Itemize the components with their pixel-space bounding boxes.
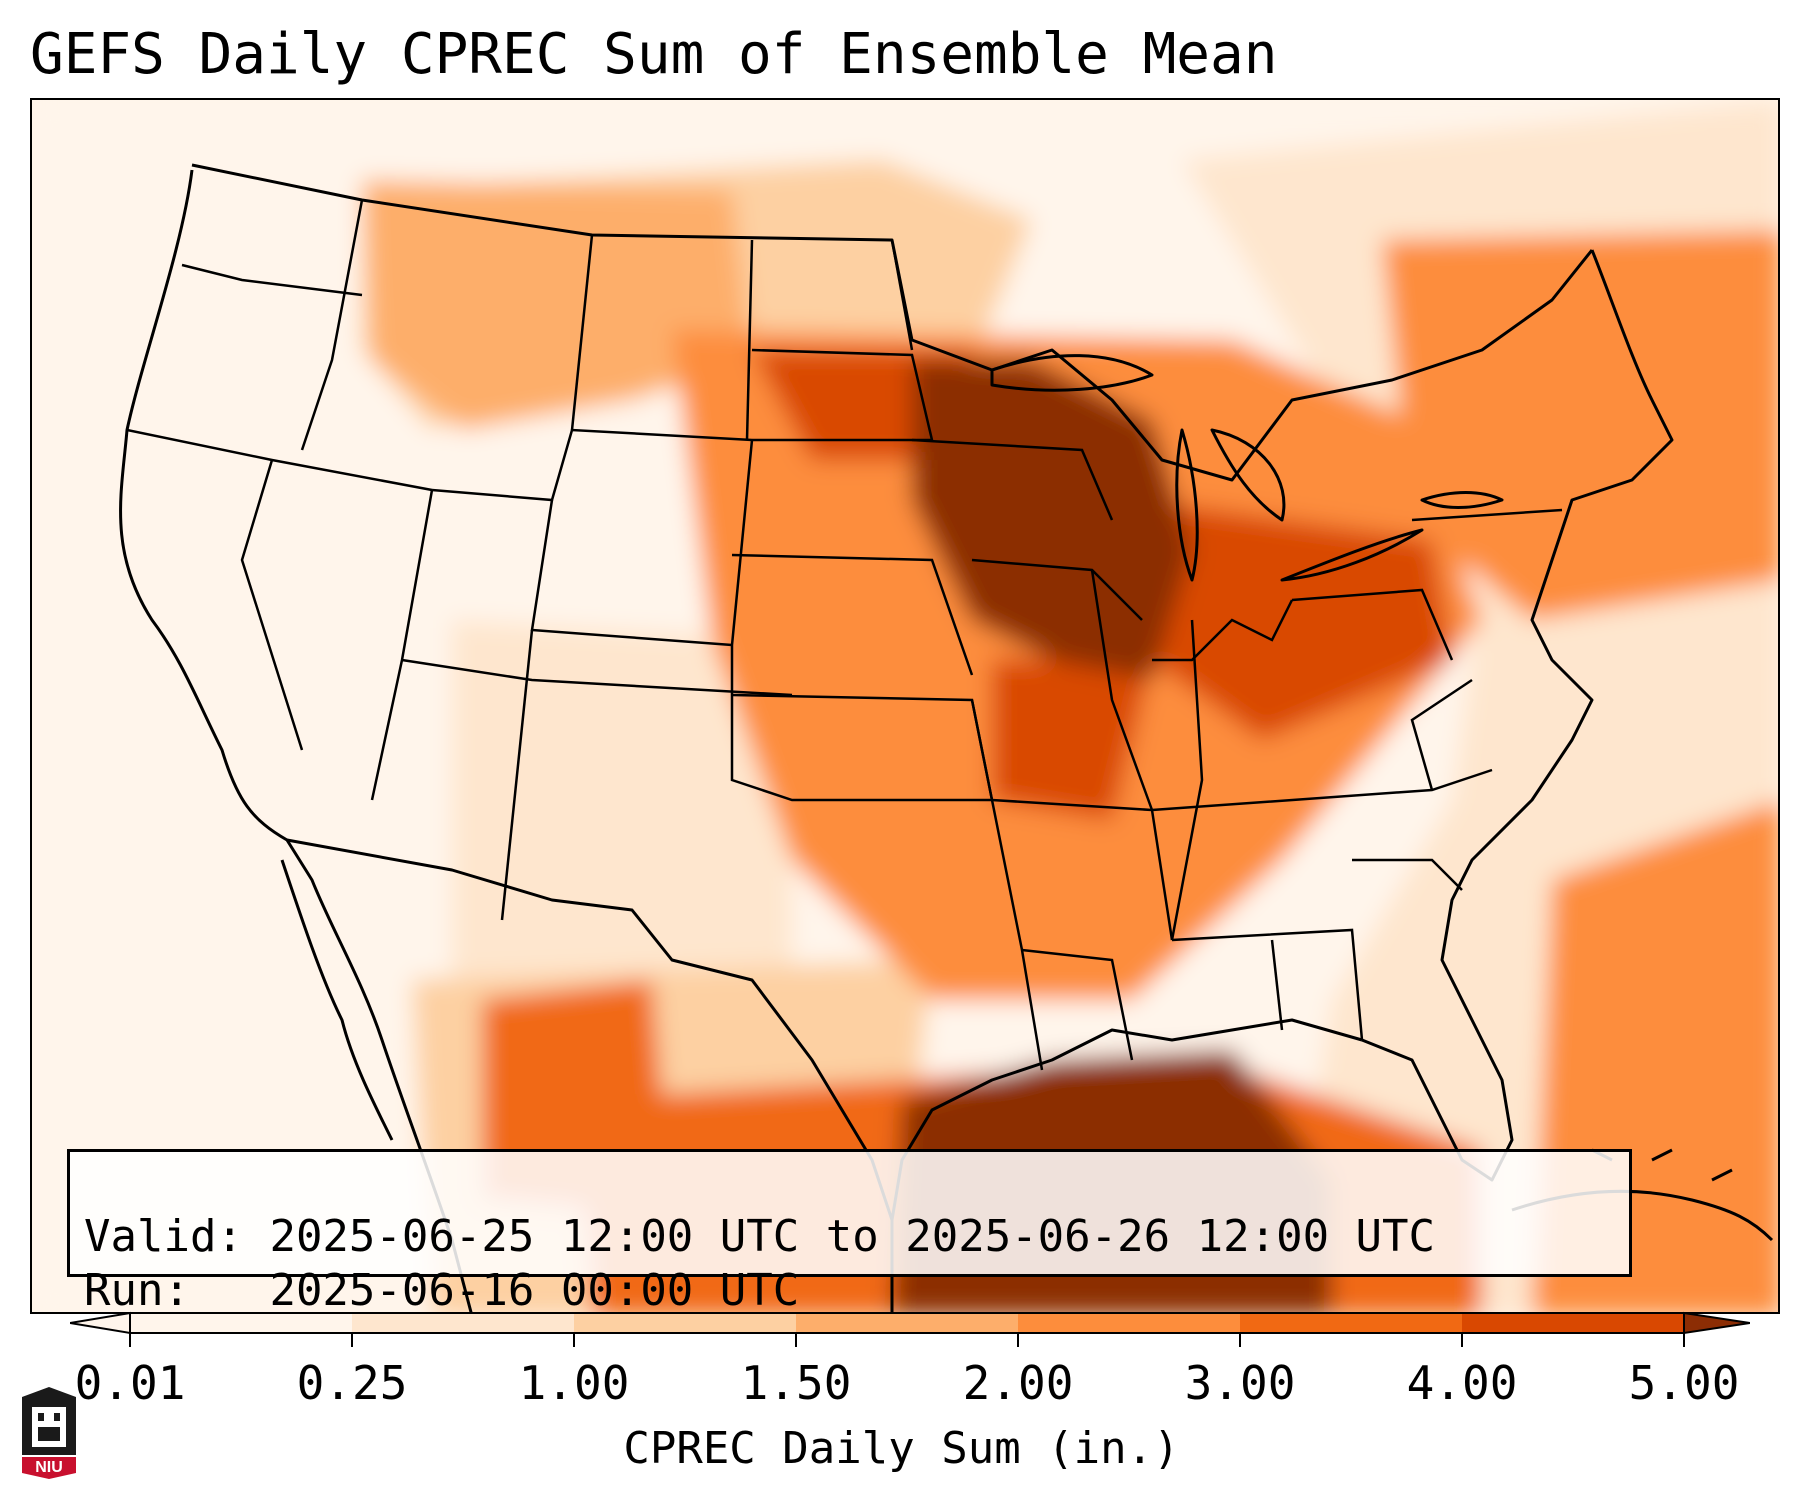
colorbar-tick-label: 0.01 [74, 1356, 186, 1410]
colorbar-segment [1018, 1313, 1241, 1333]
lake-michigan [1175, 428, 1199, 582]
coastline-west [119, 169, 473, 1312]
precip-field [32, 100, 1778, 1312]
colorbar-tick-label: 5.00 [1628, 1356, 1740, 1410]
map-canvas [32, 100, 1778, 1312]
colorbar-tick-label: 3.00 [1184, 1356, 1296, 1410]
colorbar-segment [1462, 1313, 1685, 1333]
field-northeast [1382, 230, 1778, 620]
run-label: Run: [84, 1265, 190, 1316]
colorbar-extend-high [1683, 1311, 1750, 1335]
colorbar-tick-label: 1.50 [740, 1356, 852, 1410]
chart-title: GEFS Daily CPREC Sum of Ensemble Mean [30, 22, 1278, 87]
validity-info-box: Valid: 2025-06-25 12:00 UTC to 2025-06-2… [67, 1149, 1632, 1316]
border-us-canada [191, 163, 1594, 482]
colorbar-tick-label: 0.25 [296, 1356, 408, 1410]
valid-label: Valid: [84, 1211, 243, 1262]
colorbar-label: CPREC Daily Sum (in.) [623, 1423, 1180, 1474]
lake-erie [1280, 528, 1424, 582]
colorbar-tick-label: 1.00 [518, 1356, 630, 1410]
colorbar-outline [129, 1312, 1685, 1334]
precipitation-map [30, 98, 1780, 1314]
run-time: 2025-06-16 00:00 UTC [269, 1265, 800, 1316]
colorbar-segment [574, 1313, 797, 1333]
lake-huron [1210, 428, 1286, 522]
colorbar-tick-label: 2.00 [962, 1356, 1074, 1410]
colorbar-segment [796, 1313, 1019, 1333]
lake-ontario [1420, 491, 1504, 509]
colorbar-tick-label: 4.00 [1406, 1356, 1518, 1410]
niu-logo: NIU [22, 1387, 76, 1479]
field-ohio-valley [1142, 500, 1452, 740]
border-us-mexico [286, 838, 894, 1221]
valid-range: 2025-06-25 12:00 UTC to 2025-06-26 12:00… [269, 1211, 1436, 1262]
lake-superior [990, 354, 1154, 392]
coastline-northeast [1361, 249, 1674, 1182]
colorbar-segment [352, 1313, 575, 1333]
logo-text: NIU [35, 1459, 63, 1476]
colorbar-segment [1240, 1313, 1463, 1333]
valid-line: Valid: 2025-06-25 12:00 UTC to 2025-06-2… [84, 1210, 1615, 1264]
run-line: Run: 2025-06-16 00:00 UTC [84, 1264, 1615, 1318]
logo-banner [22, 1457, 76, 1479]
colorbar [70, 1311, 1750, 1347]
colorbar-extend-low [70, 1311, 131, 1335]
colorbar-segment [130, 1313, 353, 1333]
coastline-baja [280, 859, 394, 1141]
field-montana [362, 180, 752, 430]
state-borders [126, 199, 1563, 1071]
field-southwest-light [452, 620, 792, 1080]
